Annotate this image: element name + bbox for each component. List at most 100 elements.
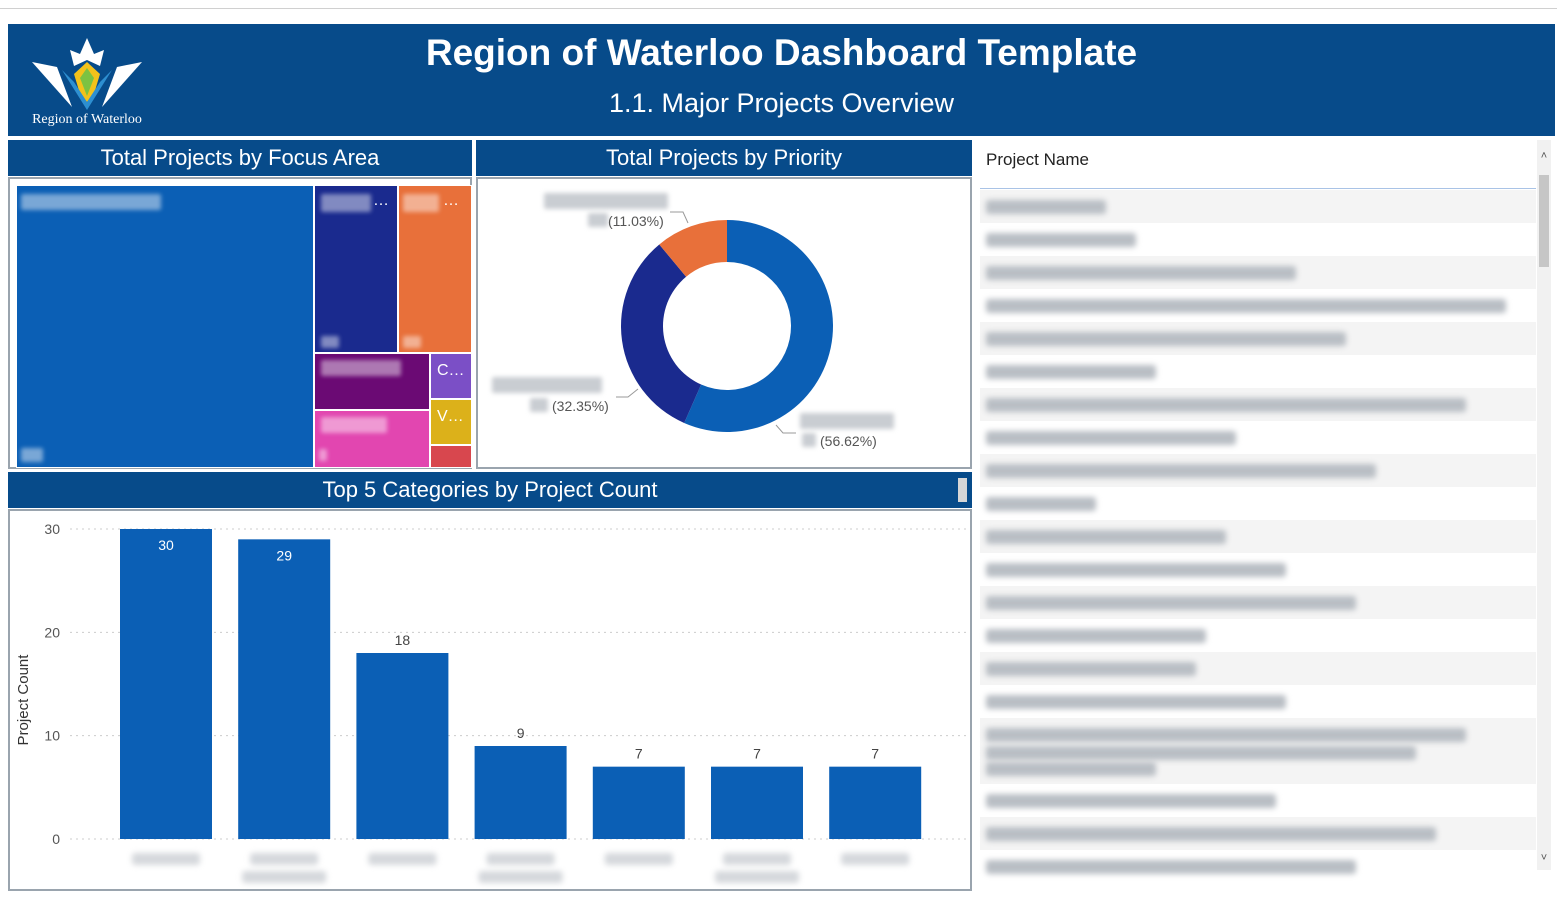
x-tick-label-redacted: [132, 853, 200, 865]
table-row[interactable]: [980, 388, 1536, 421]
priority-pct-high: (11.03%): [608, 213, 664, 229]
table-row[interactable]: [980, 487, 1536, 520]
treemap-cell-5-label: C…: [437, 362, 465, 379]
dashboard-header: Region of Waterloo Region of Waterloo Da…: [8, 24, 1555, 136]
priority-label-redacted: [544, 193, 668, 209]
dashboard-title: Region of Waterloo Dashboard Template: [425, 32, 1138, 73]
table-row[interactable]: [980, 454, 1536, 487]
y-axis-label: Project Count: [15, 654, 32, 746]
bar-value-label: 29: [276, 547, 292, 563]
donut-slice-2[interactable]: [659, 220, 727, 277]
y-tick-label: 20: [44, 624, 60, 640]
priority-pct-low: (56.62%): [820, 433, 877, 449]
focus-area-title: Total Projects by Focus Area: [8, 140, 472, 176]
treemap-cell-5[interactable]: C…: [430, 353, 472, 399]
table-row[interactable]: [980, 652, 1536, 685]
treemap-cell-6[interactable]: [314, 410, 430, 468]
priority-title: Total Projects by Priority: [476, 140, 972, 176]
y-tick-label: 30: [44, 521, 60, 537]
logo-text: Region of Waterloo: [32, 112, 142, 127]
priority-donut-panel: (11.03%) (32.35%) (56.62%): [476, 177, 972, 469]
bar-0[interactable]: [120, 529, 212, 839]
bar-value-label: 9: [517, 725, 525, 741]
table-row[interactable]: [980, 322, 1536, 355]
treemap-cell-2[interactable]: …: [314, 185, 398, 353]
table-row[interactable]: [980, 850, 1536, 883]
table-row[interactable]: [980, 256, 1536, 289]
waterloo-logo-icon: [32, 38, 142, 110]
treemap-cell-1[interactable]: [16, 185, 314, 468]
table-row[interactable]: [980, 784, 1536, 817]
priority-label-redacted: [492, 377, 602, 393]
treemap-value-redacted: [321, 336, 339, 348]
x-tick-label-redacted: [250, 853, 319, 865]
bar-value-label: 18: [395, 632, 411, 648]
bar-2[interactable]: [356, 653, 449, 839]
scrollbar-thumb[interactable]: [1539, 175, 1549, 267]
treemap-cell-3-label: …: [443, 192, 459, 209]
table-row[interactable]: [980, 421, 1536, 454]
bar-value-label: 7: [753, 746, 761, 762]
categories-bar-panel: Project Count 0 10 20 30 30 29 18 9 7 7 7: [8, 509, 972, 891]
focus-mode-icon[interactable]: [958, 478, 967, 502]
x-tick-label-redacted: [841, 853, 910, 865]
treemap-label-redacted: [321, 360, 401, 376]
bar-5[interactable]: [711, 766, 803, 839]
priority-value-redacted: [530, 398, 548, 412]
region-logo: Region of Waterloo: [22, 32, 152, 132]
table-row[interactable]: [980, 520, 1536, 553]
top-border: [0, 8, 1557, 9]
table-row[interactable]: [980, 685, 1536, 718]
x-tick-label-redacted: [368, 853, 437, 865]
treemap-label-redacted: [321, 417, 387, 433]
x-tick-label-redacted: [478, 871, 563, 883]
donut-slice-0[interactable]: [684, 220, 833, 432]
x-tick-label-redacted: [242, 871, 327, 883]
priority-value-redacted: [588, 213, 608, 227]
y-tick-label: 0: [52, 831, 60, 847]
treemap-value-redacted: [403, 336, 421, 348]
y-tick-label: 10: [44, 728, 60, 744]
table-row[interactable]: [980, 718, 1536, 784]
table-row[interactable]: [980, 355, 1536, 388]
donut-slice-1[interactable]: [621, 244, 702, 423]
table-row[interactable]: [980, 223, 1536, 256]
treemap-cell-4[interactable]: [314, 353, 430, 410]
priority-pct-medium: (32.35%): [552, 398, 609, 414]
scroll-down-icon[interactable]: ˅: [1540, 852, 1548, 864]
table-row[interactable]: [980, 553, 1536, 586]
x-tick-label-redacted: [486, 853, 555, 865]
project-name-header[interactable]: Project Name: [986, 150, 1089, 169]
bar-4[interactable]: [592, 766, 685, 839]
bar-3[interactable]: [474, 746, 567, 839]
table-row[interactable]: [980, 289, 1536, 322]
header-divider: [980, 188, 1536, 189]
scroll-up-icon[interactable]: ˄: [1540, 150, 1548, 162]
treemap-cell-3[interactable]: …: [398, 185, 472, 353]
treemap-label-redacted: [403, 194, 439, 212]
dashboard-subtitle: 1.1. Major Projects Overview: [608, 88, 955, 118]
bar-value-label: 7: [871, 746, 879, 762]
treemap-cell-8[interactable]: [430, 445, 472, 468]
table-row[interactable]: [980, 190, 1536, 223]
table-row[interactable]: [980, 586, 1536, 619]
priority-donut: [616, 211, 833, 434]
bar-6[interactable]: [829, 766, 922, 839]
treemap-cell-2-label: …: [373, 192, 389, 209]
table-scrollbar[interactable]: [1537, 140, 1551, 870]
treemap-value-redacted: [319, 449, 327, 461]
categories-title: Top 5 Categories by Project Count: [8, 472, 972, 508]
categories-bar-chart: Project Count 0 10 20 30 30 29 18 9 7 7 7: [15, 521, 970, 883]
table-row[interactable]: [980, 817, 1536, 850]
project-table: Project Name: [976, 140, 1552, 899]
treemap-label-redacted: [321, 194, 371, 212]
bar-1[interactable]: [238, 539, 331, 839]
x-tick-label-redacted: [715, 871, 799, 883]
treemap-label-redacted: [21, 194, 161, 210]
table-row[interactable]: [980, 619, 1536, 652]
bar-value-label: 7: [635, 746, 643, 762]
treemap-cell-7-label: V…: [437, 408, 464, 425]
x-tick-label-redacted: [604, 853, 673, 865]
treemap-value-redacted: [21, 448, 43, 462]
treemap-cell-7[interactable]: V…: [430, 399, 472, 445]
